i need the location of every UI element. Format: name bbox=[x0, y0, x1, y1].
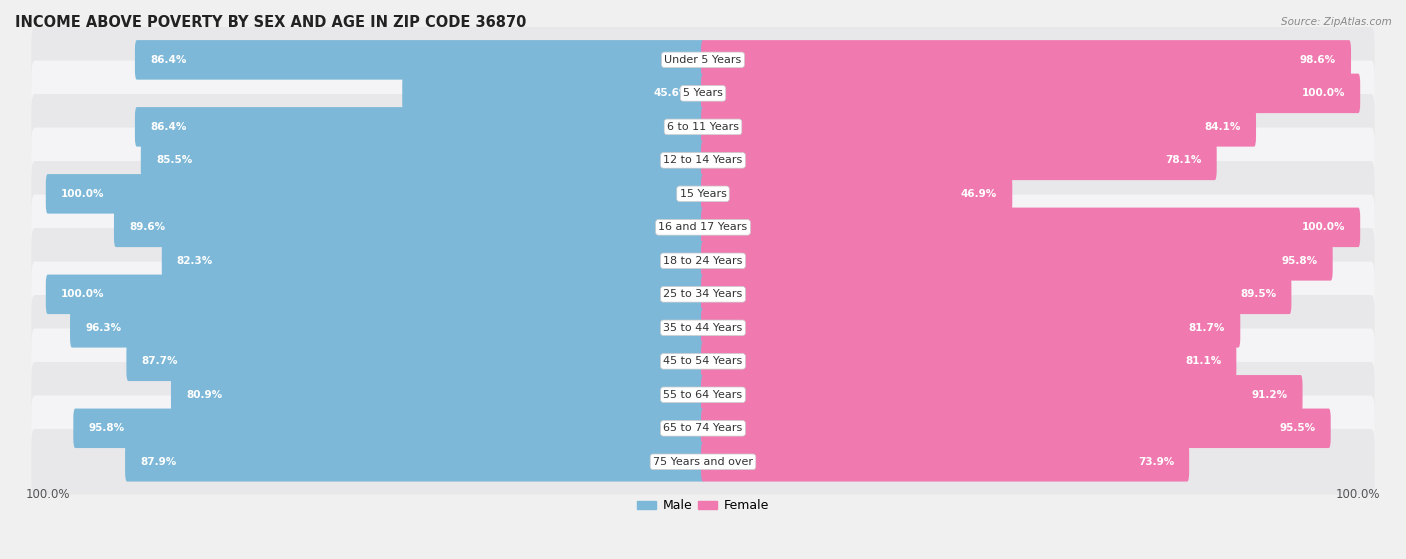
Text: 45.6%: 45.6% bbox=[654, 88, 690, 98]
Text: 65 to 74 Years: 65 to 74 Years bbox=[664, 423, 742, 433]
Text: 84.1%: 84.1% bbox=[1205, 122, 1241, 132]
Text: 6 to 11 Years: 6 to 11 Years bbox=[666, 122, 740, 132]
FancyBboxPatch shape bbox=[702, 174, 1012, 214]
FancyBboxPatch shape bbox=[31, 329, 1375, 394]
Text: 55 to 64 Years: 55 to 64 Years bbox=[664, 390, 742, 400]
Text: 18 to 24 Years: 18 to 24 Years bbox=[664, 256, 742, 266]
Text: 96.3%: 96.3% bbox=[86, 323, 121, 333]
Text: 5 Years: 5 Years bbox=[683, 88, 723, 98]
Text: 100.0%: 100.0% bbox=[1302, 222, 1346, 233]
Text: 100.0%: 100.0% bbox=[1302, 88, 1346, 98]
Text: 73.9%: 73.9% bbox=[1137, 457, 1174, 467]
Text: Under 5 Years: Under 5 Years bbox=[665, 55, 741, 65]
FancyBboxPatch shape bbox=[46, 174, 704, 214]
FancyBboxPatch shape bbox=[702, 274, 1291, 314]
Text: 86.4%: 86.4% bbox=[150, 122, 187, 132]
Text: 82.3%: 82.3% bbox=[177, 256, 214, 266]
FancyBboxPatch shape bbox=[31, 127, 1375, 193]
FancyBboxPatch shape bbox=[135, 40, 704, 79]
FancyBboxPatch shape bbox=[31, 161, 1375, 226]
FancyBboxPatch shape bbox=[702, 241, 1333, 281]
FancyBboxPatch shape bbox=[702, 409, 1330, 448]
Text: 78.1%: 78.1% bbox=[1166, 155, 1202, 165]
Text: 85.5%: 85.5% bbox=[156, 155, 193, 165]
Text: 81.7%: 81.7% bbox=[1189, 323, 1225, 333]
Text: 95.8%: 95.8% bbox=[1281, 256, 1317, 266]
FancyBboxPatch shape bbox=[702, 375, 1302, 415]
Text: 95.5%: 95.5% bbox=[1279, 423, 1316, 433]
Text: 86.4%: 86.4% bbox=[150, 55, 187, 65]
Text: 89.6%: 89.6% bbox=[129, 222, 165, 233]
FancyBboxPatch shape bbox=[127, 342, 704, 381]
FancyBboxPatch shape bbox=[172, 375, 704, 415]
Text: 81.1%: 81.1% bbox=[1185, 356, 1222, 366]
Text: 15 Years: 15 Years bbox=[679, 189, 727, 199]
FancyBboxPatch shape bbox=[702, 74, 1360, 113]
FancyBboxPatch shape bbox=[702, 141, 1216, 180]
FancyBboxPatch shape bbox=[31, 295, 1375, 361]
FancyBboxPatch shape bbox=[46, 274, 704, 314]
FancyBboxPatch shape bbox=[702, 40, 1351, 79]
FancyBboxPatch shape bbox=[70, 308, 704, 348]
Text: 98.6%: 98.6% bbox=[1299, 55, 1336, 65]
Legend: Male, Female: Male, Female bbox=[633, 494, 773, 518]
FancyBboxPatch shape bbox=[31, 60, 1375, 126]
FancyBboxPatch shape bbox=[73, 409, 704, 448]
FancyBboxPatch shape bbox=[31, 94, 1375, 160]
FancyBboxPatch shape bbox=[702, 107, 1256, 146]
FancyBboxPatch shape bbox=[702, 442, 1189, 481]
Text: Source: ZipAtlas.com: Source: ZipAtlas.com bbox=[1281, 17, 1392, 27]
FancyBboxPatch shape bbox=[31, 27, 1375, 93]
FancyBboxPatch shape bbox=[141, 141, 704, 180]
FancyBboxPatch shape bbox=[31, 429, 1375, 495]
Text: 75 Years and over: 75 Years and over bbox=[652, 457, 754, 467]
FancyBboxPatch shape bbox=[162, 241, 704, 281]
Text: 45 to 54 Years: 45 to 54 Years bbox=[664, 356, 742, 366]
Text: 89.5%: 89.5% bbox=[1240, 290, 1277, 299]
FancyBboxPatch shape bbox=[31, 395, 1375, 461]
Text: 100.0%: 100.0% bbox=[60, 189, 104, 199]
FancyBboxPatch shape bbox=[135, 107, 704, 146]
FancyBboxPatch shape bbox=[125, 442, 704, 481]
FancyBboxPatch shape bbox=[31, 228, 1375, 293]
FancyBboxPatch shape bbox=[31, 262, 1375, 327]
FancyBboxPatch shape bbox=[31, 362, 1375, 428]
FancyBboxPatch shape bbox=[702, 308, 1240, 348]
FancyBboxPatch shape bbox=[31, 195, 1375, 260]
Text: 95.8%: 95.8% bbox=[89, 423, 125, 433]
Text: 87.7%: 87.7% bbox=[142, 356, 179, 366]
FancyBboxPatch shape bbox=[114, 207, 704, 247]
Text: 25 to 34 Years: 25 to 34 Years bbox=[664, 290, 742, 299]
Text: 87.9%: 87.9% bbox=[141, 457, 176, 467]
Text: 91.2%: 91.2% bbox=[1251, 390, 1288, 400]
Text: 35 to 44 Years: 35 to 44 Years bbox=[664, 323, 742, 333]
FancyBboxPatch shape bbox=[402, 74, 704, 113]
Text: 12 to 14 Years: 12 to 14 Years bbox=[664, 155, 742, 165]
Text: 16 and 17 Years: 16 and 17 Years bbox=[658, 222, 748, 233]
Text: INCOME ABOVE POVERTY BY SEX AND AGE IN ZIP CODE 36870: INCOME ABOVE POVERTY BY SEX AND AGE IN Z… bbox=[15, 15, 526, 30]
Text: 80.9%: 80.9% bbox=[186, 390, 222, 400]
FancyBboxPatch shape bbox=[702, 207, 1360, 247]
Text: 100.0%: 100.0% bbox=[60, 290, 104, 299]
FancyBboxPatch shape bbox=[702, 342, 1236, 381]
Text: 46.9%: 46.9% bbox=[960, 189, 997, 199]
